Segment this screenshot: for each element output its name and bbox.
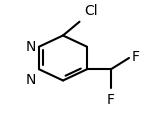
Text: F: F <box>107 93 115 107</box>
Text: N: N <box>26 40 36 54</box>
Text: N: N <box>26 74 36 87</box>
Text: Cl: Cl <box>84 4 98 18</box>
Text: F: F <box>132 50 140 64</box>
